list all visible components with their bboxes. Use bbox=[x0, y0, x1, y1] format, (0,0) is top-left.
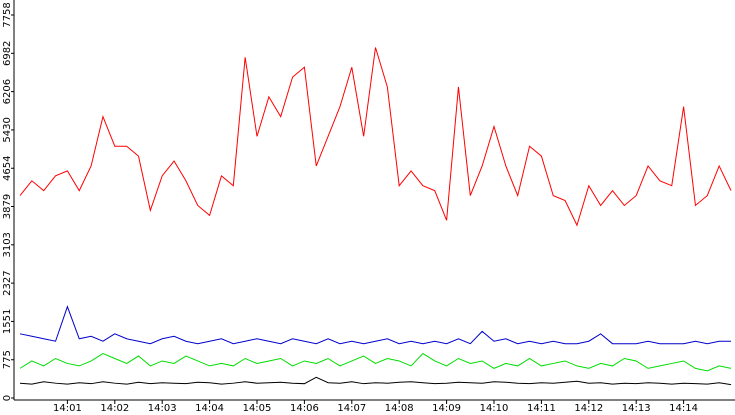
y-tick-label: 2327 bbox=[2, 270, 13, 295]
y-tick-label: 6982 bbox=[2, 41, 13, 66]
x-tick-label: 14:13 bbox=[622, 403, 651, 414]
y-tick-label: 6206 bbox=[2, 79, 13, 104]
x-tick-label: 14:11 bbox=[527, 403, 556, 414]
series-line bbox=[19, 376, 732, 386]
x-tick-label: 14:06 bbox=[290, 403, 319, 414]
y-tick-label: 5430 bbox=[2, 117, 13, 142]
y-tick-label: 3103 bbox=[2, 232, 13, 257]
x-tick-label: 14:08 bbox=[385, 403, 414, 414]
y-tick-label: 0 bbox=[2, 395, 13, 401]
x-tick-label: 14:03 bbox=[148, 403, 177, 414]
x-tick-label: 14:05 bbox=[243, 403, 272, 414]
series-line bbox=[19, 47, 732, 227]
x-tick-label: 14:07 bbox=[337, 403, 366, 414]
x-tick-label: 14:12 bbox=[574, 403, 603, 414]
x-tick-label: 14:14 bbox=[669, 403, 698, 414]
y-tick-label: 775 bbox=[2, 350, 13, 369]
y-tick-label: 1551 bbox=[2, 309, 13, 334]
series-line bbox=[19, 305, 731, 345]
series-line bbox=[19, 352, 732, 372]
x-tick-label: 14:04 bbox=[195, 403, 224, 414]
y-tick-label: 3879 bbox=[2, 194, 13, 219]
x-tick-label: 14:01 bbox=[53, 403, 82, 414]
x-tick-label: 14:10 bbox=[480, 403, 509, 414]
x-tick-label: 14:02 bbox=[100, 403, 129, 414]
y-tick-label: 7758 bbox=[2, 2, 13, 27]
x-tick-label: 14:09 bbox=[432, 403, 461, 414]
y-tick-label: 4654 bbox=[2, 156, 13, 181]
